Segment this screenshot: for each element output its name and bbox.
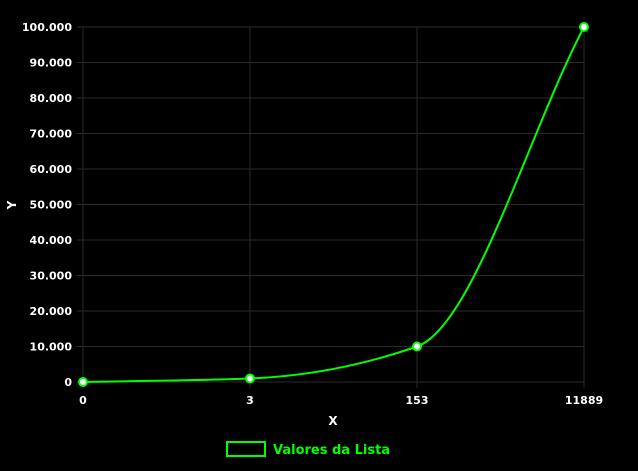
- x-tick-label: 153: [406, 394, 429, 407]
- y-tick-label: 80.000: [30, 92, 73, 105]
- x-tick-label: 11889: [565, 394, 603, 407]
- y-tick-label: 90.000: [30, 57, 73, 70]
- y-axis-ticks: 0 10.000 20.000 30.000 40.000 50.000 60.000 70.…: [22, 21, 72, 389]
- data-point[interactable]: [78, 377, 88, 387]
- y-tick-label: 50.000: [30, 199, 73, 212]
- y-tick-label: 20.000: [30, 305, 73, 318]
- x-axis-ticks: 0 3 153 11889: [79, 394, 603, 407]
- y-tick-label: 60.000: [30, 163, 73, 176]
- legend[interactable]: Valores da Lista: [226, 441, 390, 458]
- data-point[interactable]: [579, 22, 589, 32]
- y-tick-label: 100.000: [22, 21, 72, 34]
- y-tick-label: 70.000: [30, 128, 73, 141]
- x-axis-title: X: [328, 414, 338, 428]
- legend-label: Valores da Lista: [273, 443, 390, 458]
- y-tick-label: 10.000: [30, 341, 73, 354]
- points-layer: [78, 22, 589, 387]
- y-axis-title: Y: [5, 200, 19, 210]
- y-tick-label: 30.000: [30, 270, 73, 283]
- data-point[interactable]: [245, 373, 255, 384]
- series-line: [82, 26, 585, 383]
- y-tick-label: 0: [64, 376, 72, 389]
- grid: [77, 26, 585, 388]
- legend-swatch: [226, 441, 266, 457]
- series-layer: [82, 26, 585, 383]
- data-point[interactable]: [412, 341, 422, 352]
- x-tick-label: 0: [79, 394, 87, 407]
- y-tick-label: 40.000: [30, 234, 73, 247]
- x-tick-label: 3: [246, 394, 254, 407]
